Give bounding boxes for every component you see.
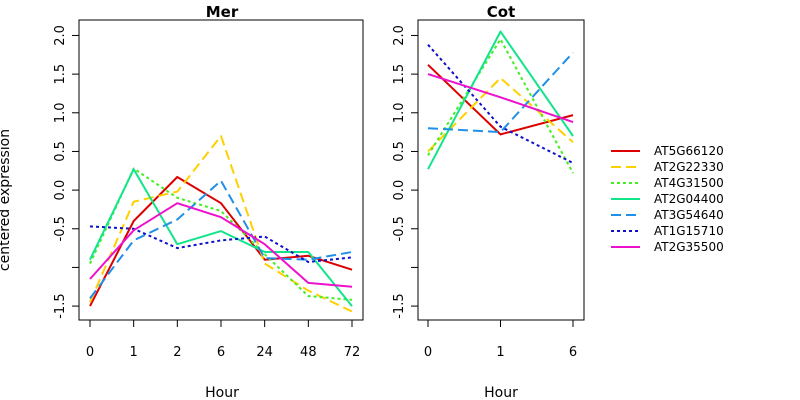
legend-label: AT2G04400	[654, 192, 724, 206]
legend-label: AT4G31500	[654, 176, 724, 190]
x-tick-label: 1	[130, 345, 138, 360]
legend-label: AT3G54640	[654, 208, 724, 222]
legend-label: AT5G66120	[654, 144, 724, 158]
series-line-at2g35500	[427, 73, 574, 124]
panel-mer: Mer Hour -1.5 -0.5 0.0 0.5 1.0 1.5 2.0 0 1 2 6 24 48…	[53, 3, 364, 400]
plot-frame	[78, 19, 364, 321]
series-line-at1g15710	[427, 44, 574, 164]
series-line-at2g22330	[427, 77, 574, 153]
series-line-at3g54640	[89, 179, 353, 300]
x-tick-label: 48	[300, 345, 317, 360]
y-tick-label: 0.5	[53, 141, 68, 162]
y-tick-label: 2.0	[53, 25, 68, 46]
y-tick-label: 1.5	[392, 64, 407, 85]
legend-label: AT2G22330	[654, 160, 724, 174]
y-tick-label: 0.5	[392, 141, 407, 162]
x-tick-label: 6	[217, 345, 225, 360]
y-tick-label: -0.5	[53, 216, 68, 241]
y-tick-label: 0.0	[392, 180, 407, 201]
y-axis-title: centered expression	[0, 129, 13, 271]
x-tick-label: 24	[256, 345, 273, 360]
series-line-at1g15710	[89, 225, 353, 263]
y-tick-label: -1.5	[53, 293, 68, 318]
x-tick-label: 2	[173, 345, 181, 360]
legend: AT5G66120 AT2G22330 AT4G31500 AT2G04400 AT3G…	[611, 144, 724, 254]
legend-label: AT2G35500	[654, 240, 724, 254]
y-tick-label: 1.5	[53, 64, 68, 85]
x-tick-label: 0	[424, 345, 432, 360]
x-tick-label: 0	[86, 345, 94, 360]
series-line-at2g35500	[89, 202, 353, 288]
x-tick-label: 1	[496, 345, 504, 360]
panel-title-cot: Cot	[487, 3, 515, 21]
x-tick-label: 72	[344, 345, 361, 360]
series-line-at2g04400	[89, 168, 353, 307]
plot-frame	[417, 19, 585, 321]
y-tick-label: -1.5	[392, 293, 407, 318]
y-tick-label: 0.0	[53, 180, 68, 201]
series-line-at2g04400	[427, 30, 574, 170]
x-axis-title-cot: Hour	[484, 385, 518, 400]
series-line-at2g22330	[89, 135, 353, 313]
panel-cot: Cot Hour -1.5 -0.5 0.0 0.5 1.0 1.5 2.0 0 1 6	[392, 3, 585, 400]
series-line-at3g54640	[427, 51, 574, 134]
x-axis-title-mer: Hour	[205, 385, 239, 400]
y-tick-label: 2.0	[392, 25, 407, 46]
y-tick-label: 1.0	[392, 102, 407, 123]
series-line-at5g66120	[89, 176, 353, 307]
x-tick-label: 6	[569, 345, 577, 360]
legend-label: AT1G15710	[654, 224, 724, 238]
y-tick-label: 1.0	[53, 102, 68, 123]
panel-title-mer: Mer	[206, 3, 239, 21]
y-tick-label: -0.5	[392, 216, 407, 241]
